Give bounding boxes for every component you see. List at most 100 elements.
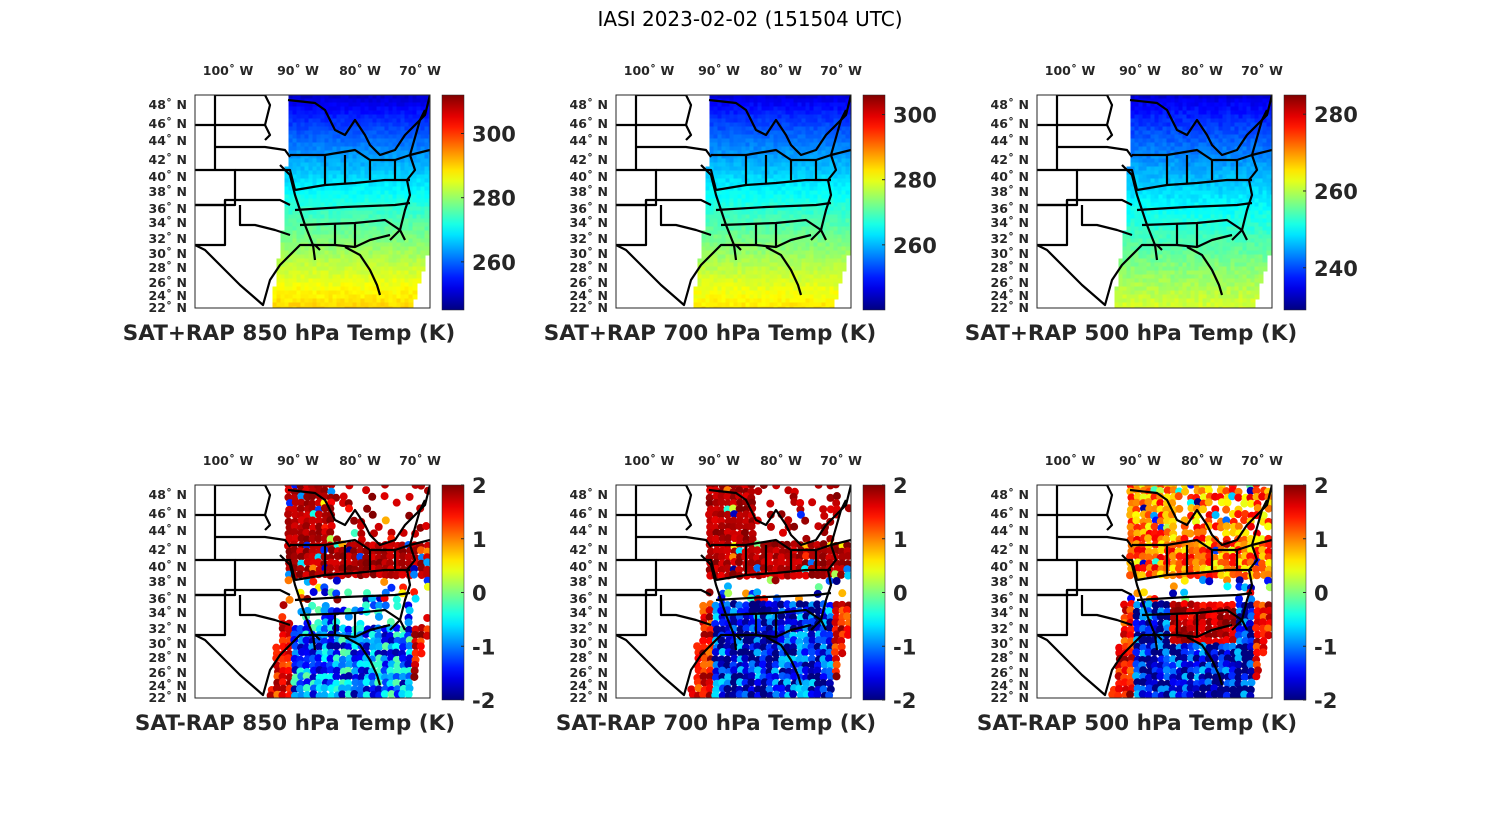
data-cell xyxy=(1150,174,1156,180)
data-cell xyxy=(1254,102,1260,108)
data-cell xyxy=(777,158,783,164)
data-cell xyxy=(288,282,294,288)
data-cell xyxy=(428,162,430,168)
data-cell xyxy=(316,202,322,208)
data-cell xyxy=(316,306,322,308)
data-cell xyxy=(292,262,298,268)
data-cell xyxy=(817,110,823,116)
data-cell xyxy=(841,218,847,224)
data-cell xyxy=(300,278,306,284)
data-cell xyxy=(320,258,326,264)
data-cell xyxy=(360,190,366,196)
data-cell xyxy=(328,254,334,260)
data-cell xyxy=(380,166,386,172)
data-cell xyxy=(316,298,322,304)
data-cell xyxy=(1166,134,1172,140)
data-cell xyxy=(1242,150,1248,156)
data-cell xyxy=(380,258,386,264)
data-cell xyxy=(757,198,763,204)
data-cell xyxy=(777,294,783,300)
data-cell xyxy=(813,270,819,276)
data-cell xyxy=(821,298,827,304)
data-cell xyxy=(809,282,815,288)
data-cell xyxy=(312,150,318,156)
data-cell xyxy=(769,174,775,180)
data-cell xyxy=(785,102,791,108)
data-cell xyxy=(360,174,366,180)
data-cell xyxy=(344,258,350,264)
data-cell xyxy=(396,158,402,164)
data-cell xyxy=(1154,102,1160,108)
data-cell xyxy=(845,98,851,104)
data-cell xyxy=(1186,138,1192,144)
data-cell xyxy=(1194,158,1200,164)
data-cell xyxy=(717,178,723,184)
lat-tick-label: 32˚ N xyxy=(570,231,608,246)
data-cell xyxy=(428,158,430,164)
data-cell xyxy=(368,286,374,292)
data-cell xyxy=(745,118,751,124)
data-cell xyxy=(717,294,723,300)
data-cell xyxy=(344,302,350,308)
data-cell xyxy=(821,238,827,244)
data-cell xyxy=(320,114,326,120)
data-cell xyxy=(1170,166,1176,172)
data-cell xyxy=(376,306,382,308)
data-cell xyxy=(428,202,430,208)
data-cell xyxy=(729,130,735,136)
data-cell xyxy=(392,154,398,160)
data-cell xyxy=(420,106,426,112)
data-cell xyxy=(348,242,354,248)
data-cell xyxy=(348,126,354,132)
data-cell xyxy=(1186,174,1192,180)
data-cell xyxy=(721,298,727,304)
data-cell xyxy=(288,102,294,108)
data-cell xyxy=(785,230,791,236)
data-cell xyxy=(829,170,835,176)
data-cell xyxy=(384,262,390,268)
data-cell xyxy=(344,238,350,244)
border-line xyxy=(408,109,426,156)
data-cell xyxy=(316,266,322,272)
data-cell xyxy=(344,174,350,180)
data-cell xyxy=(1126,182,1132,188)
data-cell xyxy=(1166,178,1172,184)
data-cell xyxy=(360,242,366,248)
data-cell xyxy=(1182,166,1188,172)
data-cell xyxy=(424,158,430,164)
data-cell xyxy=(741,234,747,240)
data-cell xyxy=(1130,186,1136,192)
data-cell xyxy=(368,242,374,248)
data-cell xyxy=(781,190,787,196)
data-cell xyxy=(801,262,807,268)
data-cell xyxy=(332,278,338,284)
data-cell xyxy=(1234,154,1240,160)
data-cell xyxy=(1214,138,1220,144)
data-cell xyxy=(360,234,366,240)
data-cell xyxy=(745,166,751,172)
data-cell xyxy=(1234,186,1240,192)
data-cell xyxy=(312,266,318,272)
data-cell xyxy=(296,162,302,168)
data-cell xyxy=(729,122,735,128)
data-cell xyxy=(412,250,418,256)
data-cell xyxy=(737,98,743,104)
data-cell xyxy=(408,242,414,248)
data-cell xyxy=(1218,146,1224,152)
data-cell xyxy=(757,138,763,144)
data-cell xyxy=(829,274,835,280)
data-cell xyxy=(697,282,703,288)
data-cell xyxy=(396,286,402,292)
data-cell xyxy=(332,194,338,200)
data-cell xyxy=(1258,98,1264,104)
data-cell xyxy=(424,198,430,204)
data-cell xyxy=(288,126,294,132)
data-cell xyxy=(356,98,362,104)
data-cell xyxy=(312,186,318,192)
border-line xyxy=(616,95,638,127)
data-cell xyxy=(761,102,767,108)
data-cell xyxy=(1186,106,1192,112)
data-cell xyxy=(1214,166,1220,172)
data-cell xyxy=(741,170,747,176)
data-cell xyxy=(693,302,699,308)
